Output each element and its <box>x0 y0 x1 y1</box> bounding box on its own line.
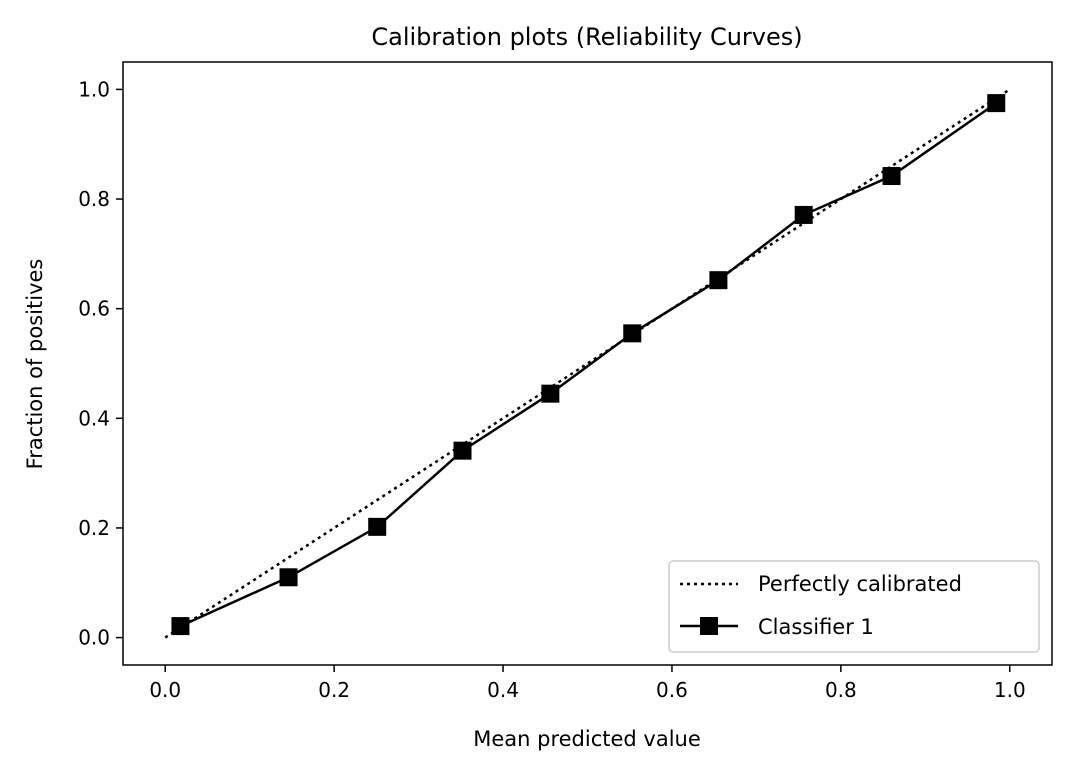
y-tick-label: 0.4 <box>78 406 110 430</box>
y-tick-label: 0.8 <box>78 187 110 211</box>
data-point-marker <box>623 324 642 343</box>
legend-box <box>668 560 1040 653</box>
x-tick-label: 0.2 <box>318 678 350 702</box>
x-tick-label: 0.8 <box>825 678 857 702</box>
data-point-marker <box>368 517 387 536</box>
data-point-marker <box>794 205 813 224</box>
x-axis-label: Mean predicted value <box>473 727 701 751</box>
x-tick-label: 0.0 <box>149 678 181 702</box>
x-tick-label: 1.0 <box>994 678 1026 702</box>
data-series <box>164 88 1011 639</box>
y-tick-label: 1.0 <box>78 77 110 101</box>
legend-label-classifier-1: Classifier 1 <box>758 615 874 639</box>
data-point-marker <box>279 568 298 587</box>
legend: Perfectly calibrated Classifier 1 <box>668 560 1040 653</box>
y-axis-label: Fraction of positives <box>23 259 47 470</box>
data-point-marker <box>882 167 901 186</box>
legend-label-perfectly-calibrated: Perfectly calibrated <box>758 572 962 596</box>
series-line-classifier-1 <box>179 102 998 628</box>
x-tick-label: 0.6 <box>656 678 688 702</box>
x-tick-label: 0.4 <box>487 678 519 702</box>
data-point-marker <box>171 617 190 636</box>
axis-ticks: 0.0 0.2 0.4 0.6 0.8 1.0 0.0 0.2 0.4 0.6 0.8 1.0 <box>78 77 1025 702</box>
legend-swatch-classifier-1-marker <box>700 617 718 635</box>
data-point-marker <box>541 384 560 403</box>
data-point-marker <box>987 94 1006 113</box>
chart-title: Calibration plots (Reliability Curves) <box>371 23 802 51</box>
y-tick-label: 0.0 <box>78 626 110 650</box>
data-point-marker <box>453 441 472 460</box>
data-point-marker <box>709 271 728 290</box>
y-tick-label: 0.2 <box>78 516 110 540</box>
plot-frame <box>122 61 1053 666</box>
y-tick-label: 0.6 <box>78 297 110 321</box>
